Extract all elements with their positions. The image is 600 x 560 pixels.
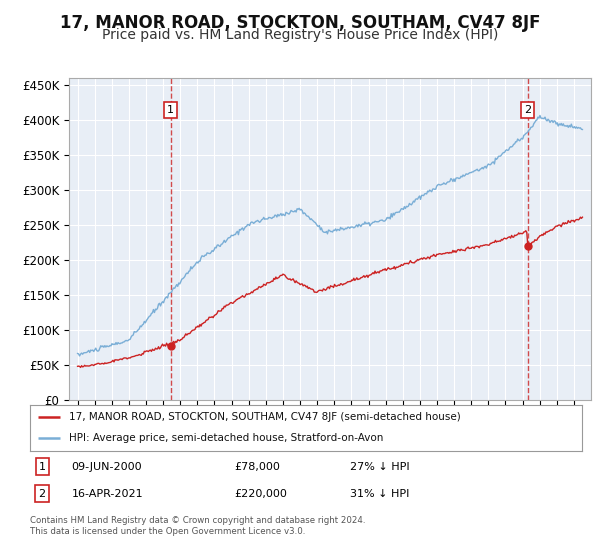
Text: 09-JUN-2000: 09-JUN-2000	[71, 461, 142, 472]
Text: 16-APR-2021: 16-APR-2021	[71, 488, 143, 498]
Text: Price paid vs. HM Land Registry's House Price Index (HPI): Price paid vs. HM Land Registry's House …	[102, 28, 498, 42]
Text: 2: 2	[524, 105, 531, 115]
Text: 1: 1	[38, 461, 46, 472]
Text: 17, MANOR ROAD, STOCKTON, SOUTHAM, CV47 8JF: 17, MANOR ROAD, STOCKTON, SOUTHAM, CV47 …	[60, 14, 540, 32]
Text: 31% ↓ HPI: 31% ↓ HPI	[350, 488, 410, 498]
Text: £220,000: £220,000	[234, 488, 287, 498]
Text: 1: 1	[167, 105, 174, 115]
Text: 2: 2	[38, 488, 46, 498]
Text: 27% ↓ HPI: 27% ↓ HPI	[350, 461, 410, 472]
Text: HPI: Average price, semi-detached house, Stratford-on-Avon: HPI: Average price, semi-detached house,…	[68, 433, 383, 444]
Text: 17, MANOR ROAD, STOCKTON, SOUTHAM, CV47 8JF (semi-detached house): 17, MANOR ROAD, STOCKTON, SOUTHAM, CV47 …	[68, 412, 460, 422]
Text: £78,000: £78,000	[234, 461, 280, 472]
Text: Contains HM Land Registry data © Crown copyright and database right 2024.
This d: Contains HM Land Registry data © Crown c…	[30, 516, 365, 536]
